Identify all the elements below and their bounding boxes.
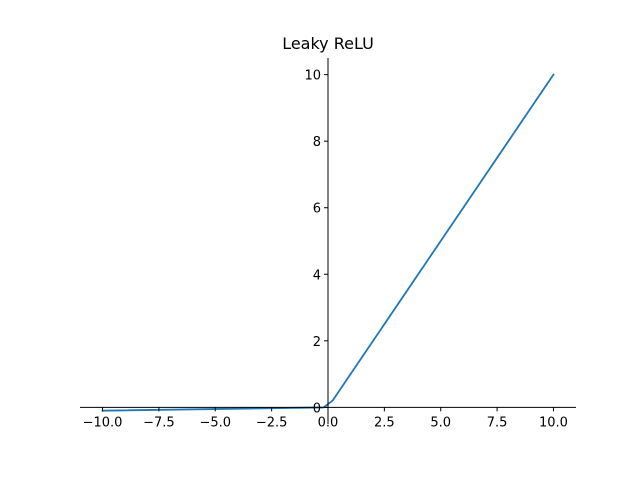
y-axis-ticks: 0 2 4 6 8 10 bbox=[304, 69, 328, 416]
x-tick-label: 0.0 bbox=[318, 415, 339, 430]
x-axis-ticks: −10.0 −7.5 −5.0 −2.5 0.0 2.5 5.0 7.5 10.0 bbox=[83, 407, 568, 430]
x-tick-label: −10.0 bbox=[83, 415, 123, 430]
x-tick-label: −7.5 bbox=[143, 415, 175, 430]
y-tick-label: 0 bbox=[313, 401, 321, 416]
y-tick-label: 10 bbox=[304, 69, 321, 84]
y-tick-label: 4 bbox=[313, 268, 321, 283]
y-tick-label: 8 bbox=[313, 135, 321, 150]
chart-title: Leaky ReLU bbox=[282, 34, 374, 53]
x-tick-label: −2.5 bbox=[256, 415, 288, 430]
y-tick-label: 6 bbox=[313, 202, 321, 217]
x-tick-label: 5.0 bbox=[430, 415, 451, 430]
y-tick-label: 2 bbox=[313, 335, 321, 350]
x-tick-label: 10.0 bbox=[539, 415, 568, 430]
x-tick-label: 2.5 bbox=[374, 415, 395, 430]
x-tick-label: −5.0 bbox=[199, 415, 231, 430]
x-tick-label: 7.5 bbox=[487, 415, 508, 430]
